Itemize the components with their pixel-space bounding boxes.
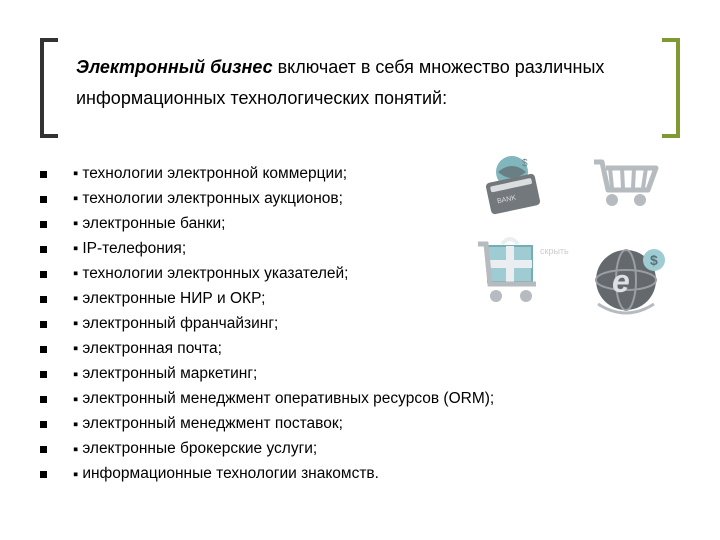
list-item-text: электронный франчайзинг; — [82, 312, 278, 336]
bullet-outer — [40, 421, 47, 428]
list-item-text: электронная почта; — [82, 337, 222, 361]
page-title: Электронный бизнес включает в себя множе… — [76, 52, 640, 113]
bullet-inner: ▪ — [73, 237, 78, 260]
list-item: ▪электронные брокерские услуги; — [40, 437, 680, 461]
bullet-outer — [40, 446, 47, 453]
list-item-text: технологии электронных указателей; — [82, 262, 348, 286]
bullet-outer — [40, 221, 47, 228]
bullet-inner: ▪ — [73, 363, 78, 386]
list-item-text: информационные технологии знакомств. — [82, 462, 379, 486]
bullet-inner: ▪ — [73, 187, 78, 210]
list-item-text: электронный менеджмент оперативных ресур… — [82, 387, 494, 411]
list-item-text: электронные брокерские услуги; — [82, 437, 317, 461]
list-item-text: электронные банки; — [82, 212, 225, 236]
bullet-outer — [40, 321, 47, 328]
list-item: ▪технологии электронной коммерции; — [40, 162, 680, 186]
list-item-text: электронные НИР и ОКР; — [82, 287, 265, 311]
bullet-inner: ▪ — [73, 287, 78, 310]
list-item: ▪электронная почта; — [40, 337, 680, 361]
bullet-inner: ▪ — [73, 312, 78, 335]
list-item: ▪электронные банки; — [40, 212, 680, 236]
bullet-outer — [40, 346, 47, 353]
list-item: ▪электронные НИР и ОКР; — [40, 287, 680, 311]
list-item: ▪технологии электронных указателей; — [40, 262, 680, 286]
bullet-outer — [40, 296, 47, 303]
list-item: ▪информационные технологии знакомств. — [40, 462, 680, 486]
bullet-inner: ▪ — [73, 438, 78, 461]
bullet-inner: ▪ — [73, 463, 78, 486]
list-item-text: электронный маркетинг; — [82, 362, 257, 386]
list-item: ▪электронный менеджмент оперативных ресу… — [40, 387, 680, 411]
list-item: ▪электронный маркетинг; — [40, 362, 680, 386]
list-item-text: IP-телефония; — [82, 237, 186, 261]
list-item: ▪IP-телефония; — [40, 237, 680, 261]
bullet-outer — [40, 371, 47, 378]
bullet-outer — [40, 196, 47, 203]
bullet-list: ▪технологии электронной коммерции;▪техно… — [40, 162, 680, 487]
bullet-outer — [40, 171, 47, 178]
bracket-left — [40, 38, 58, 138]
list-item: ▪электронный менеджмент поставок; — [40, 412, 680, 436]
bullet-inner: ▪ — [73, 262, 78, 285]
list-item-text: электронный менеджмент поставок; — [82, 412, 343, 436]
bullet-outer — [40, 246, 47, 253]
bracket-right — [662, 38, 680, 138]
bullet-outer — [40, 471, 47, 478]
bullet-outer — [40, 271, 47, 278]
list-item: ▪технологии электронных аукционов; — [40, 187, 680, 211]
bullet-inner: ▪ — [73, 337, 78, 360]
list-item: ▪электронный франчайзинг; — [40, 312, 680, 336]
heading-bold: Электронный бизнес — [76, 57, 273, 77]
list-item-text: технологии электронных аукционов; — [82, 187, 343, 211]
bullet-inner: ▪ — [73, 413, 78, 436]
bullet-outer — [40, 396, 47, 403]
bullet-inner: ▪ — [73, 162, 78, 185]
bullet-inner: ▪ — [73, 212, 78, 235]
bullet-inner: ▪ — [73, 388, 78, 411]
list-item-text: технологии электронной коммерции; — [82, 162, 347, 186]
